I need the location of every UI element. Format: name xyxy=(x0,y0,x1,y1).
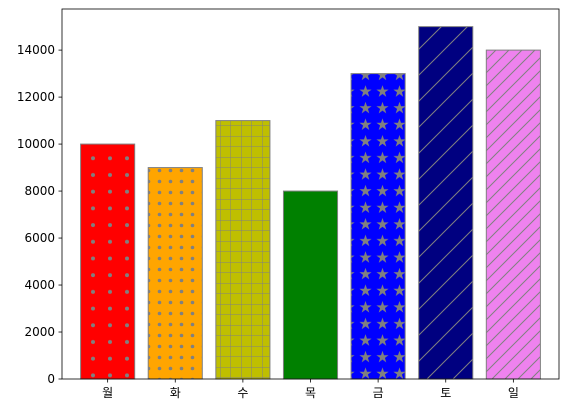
bar-hatch-6 xyxy=(418,26,473,379)
bar-hatch-5 xyxy=(351,73,406,379)
y-tick-label: 2000 xyxy=(24,325,55,339)
x-tick-label: 월 xyxy=(102,386,113,400)
x-tick-label: 금 xyxy=(373,386,384,400)
y-tick-label: 6000 xyxy=(24,231,55,245)
bar-hatch-3 xyxy=(215,120,270,379)
x-tick-label: 목 xyxy=(305,386,316,400)
y-tick-label: 0 xyxy=(47,372,55,386)
x-tick-label: 수 xyxy=(237,386,248,400)
bar-hatch-1 xyxy=(80,144,135,379)
plot-frame xyxy=(61,8,560,380)
y-tick-label: 12000 xyxy=(17,90,55,104)
x-tick-label: 토 xyxy=(440,386,451,400)
y-tick-label: 8000 xyxy=(24,184,55,198)
bars-group xyxy=(80,26,541,380)
x-tick-label: 화 xyxy=(170,386,181,400)
y-axis: 0 2000 4000 6000 8000 10000 12000 14000 xyxy=(17,43,62,386)
bar-hatch-2 xyxy=(148,167,203,379)
x-tick-label: 일 xyxy=(508,386,519,400)
y-tick-label: 14000 xyxy=(17,43,55,57)
y-tick-label: 4000 xyxy=(24,278,55,292)
bar-4 xyxy=(283,191,338,379)
y-tick-label: 10000 xyxy=(17,137,55,151)
bar-hatch-7 xyxy=(486,50,541,379)
